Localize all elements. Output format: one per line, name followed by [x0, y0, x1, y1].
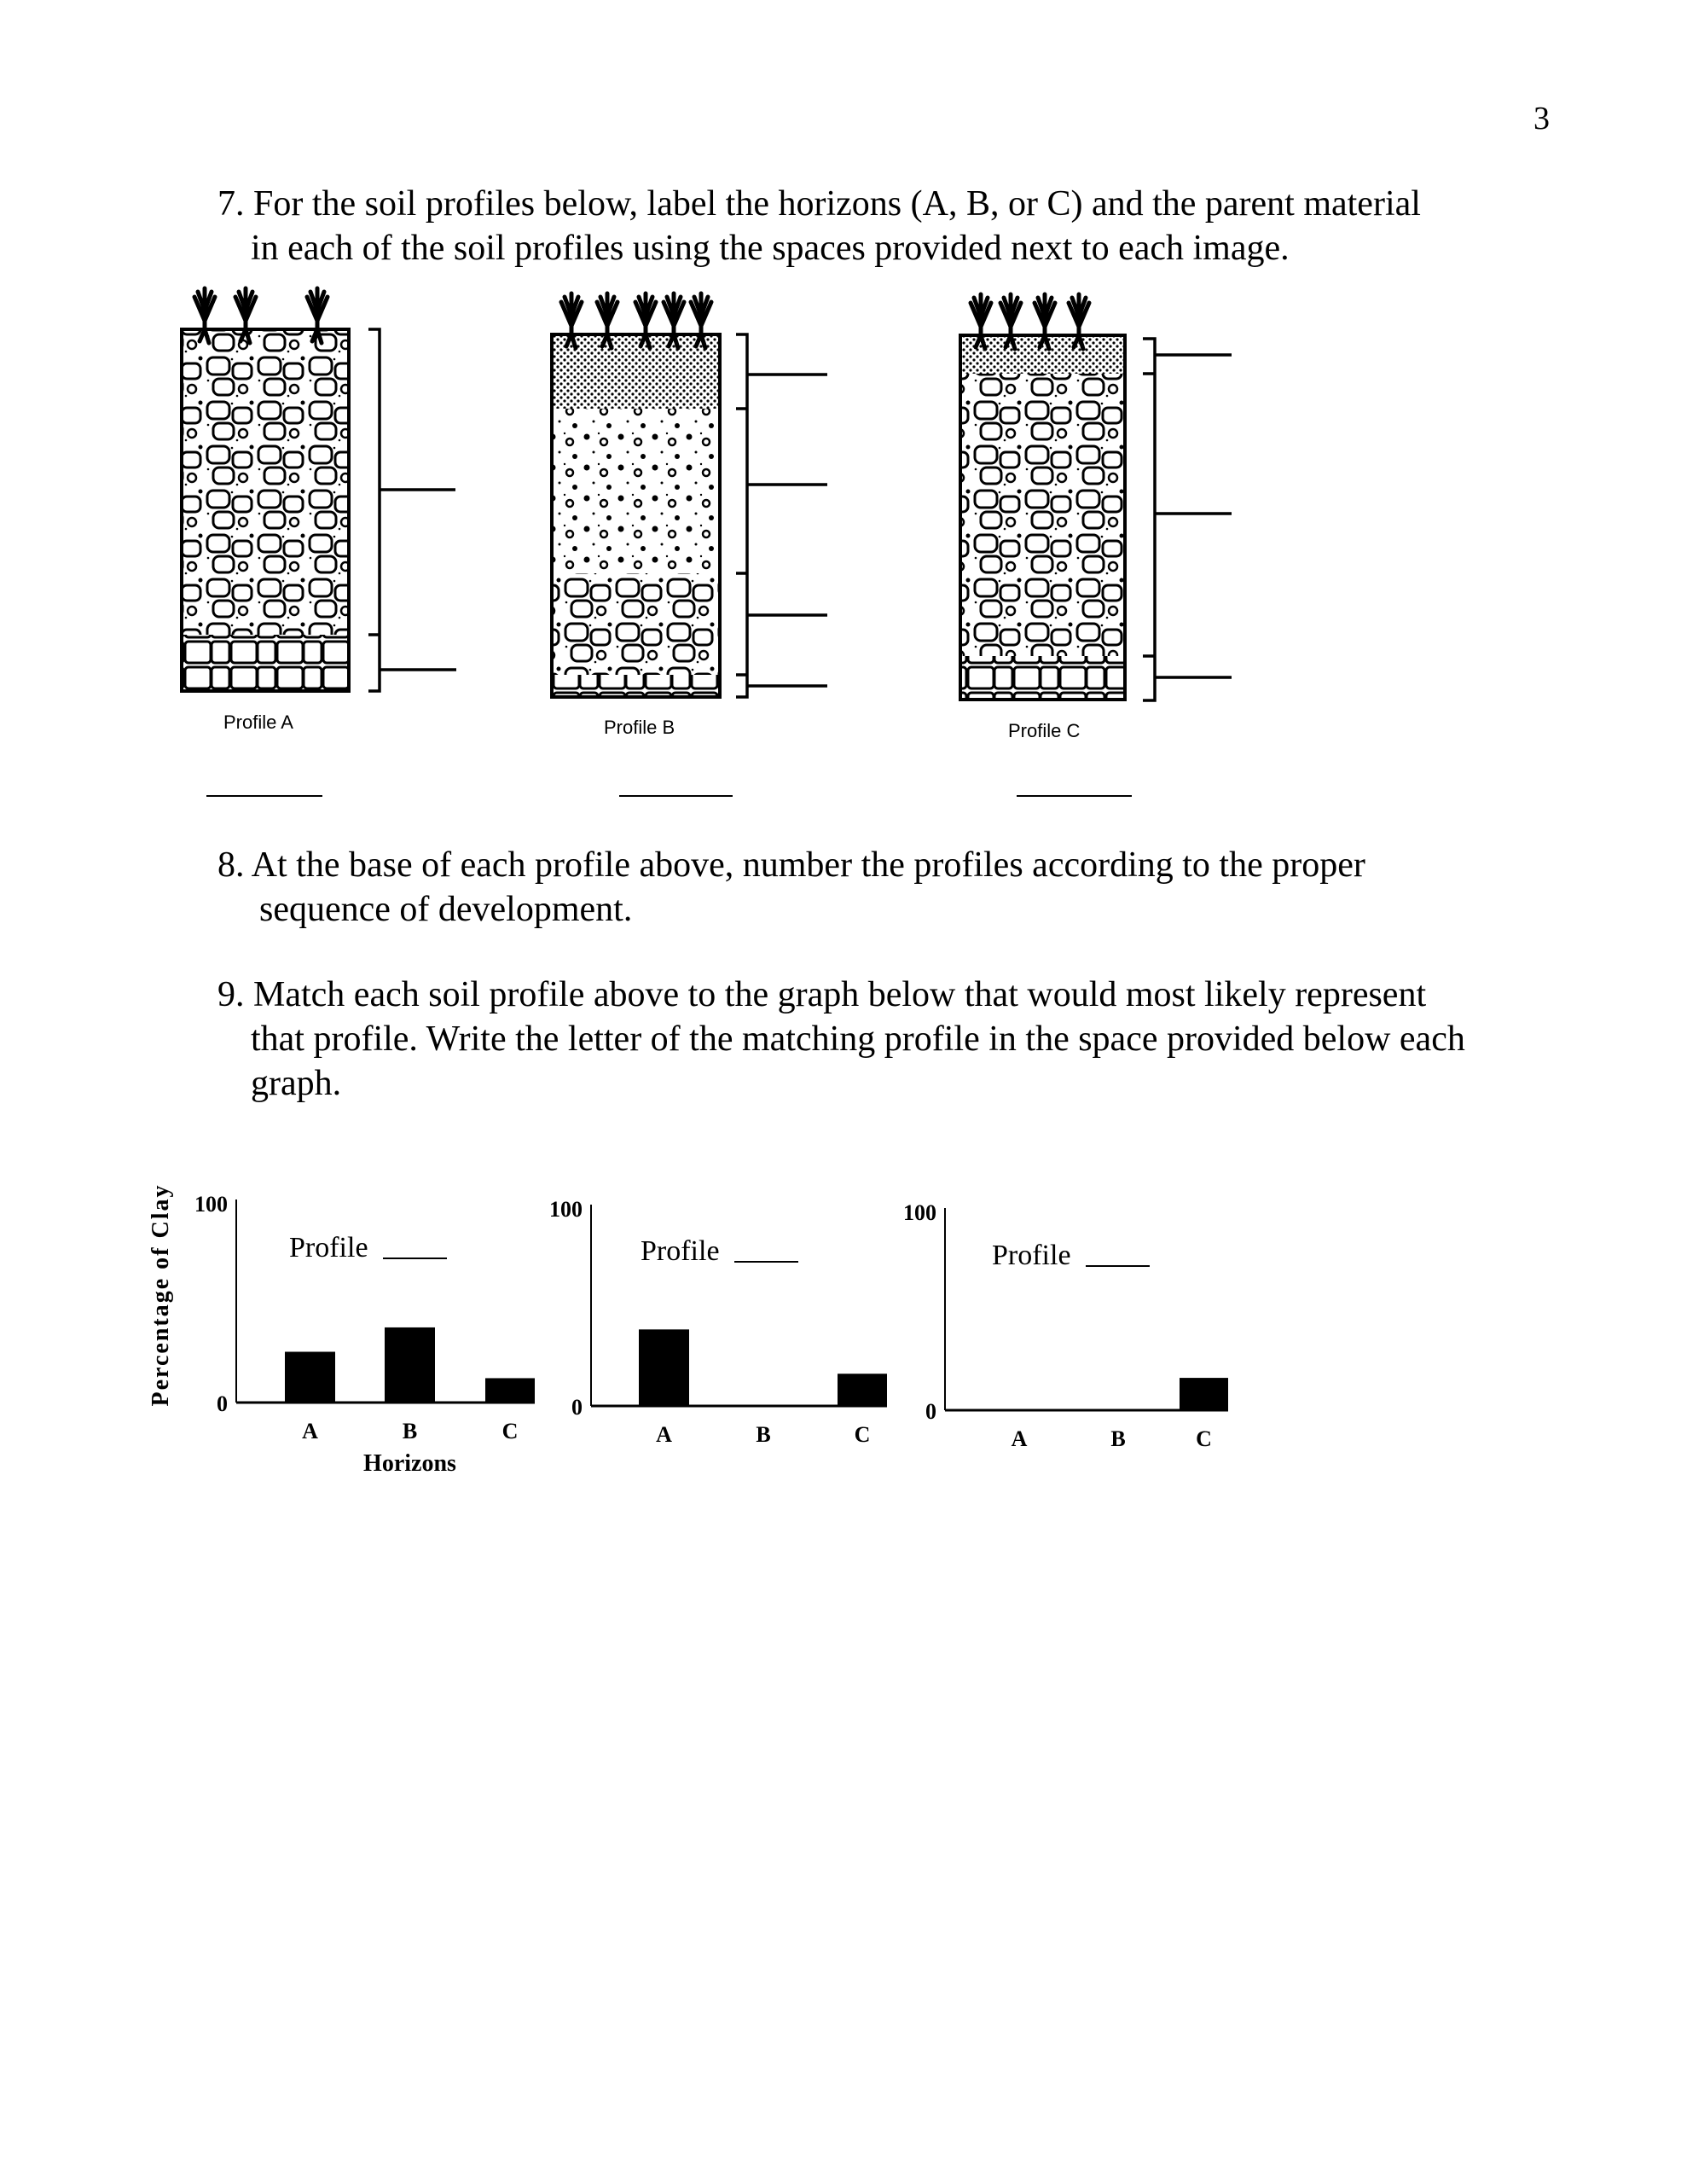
chart-title: Profile	[992, 1240, 1071, 1271]
y-tick-label: 100	[194, 1192, 228, 1217]
question-8-line-2: sequence of development.	[259, 890, 633, 929]
bar-c	[838, 1374, 887, 1406]
x-tick-label: C	[855, 1422, 871, 1447]
profile-c-label: Profile C	[1008, 720, 1081, 741]
question-9-line-1: 9. Match each soil profile above to the …	[217, 975, 1427, 1014]
page-number: 3	[1533, 101, 1550, 136]
x-tick-label: A	[302, 1419, 318, 1443]
x-tick-label: B	[756, 1422, 770, 1447]
bar-c	[1180, 1378, 1228, 1410]
bar-b	[385, 1327, 435, 1403]
y-tick-label: 0	[571, 1395, 583, 1420]
x-tick-label: C	[1196, 1426, 1212, 1451]
x-tick-label: B	[403, 1419, 417, 1443]
y-tick-label: 0	[217, 1391, 228, 1416]
profile-b-drawing	[550, 293, 827, 699]
x-tick-label: B	[1110, 1426, 1125, 1451]
question-8-line-1: 8. At the base of each profile above, nu…	[217, 845, 1365, 885]
chart-title: Profile	[641, 1235, 720, 1267]
x-tick-label: A	[1012, 1426, 1028, 1451]
question-7-line-1: 7. For the soil profiles below, label th…	[217, 184, 1421, 224]
x-axis-label: Horizons	[363, 1450, 456, 1477]
y-axis-label: Percentage of Clay	[148, 1184, 174, 1407]
profile-a-sequence-blank[interactable]	[206, 795, 322, 797]
y-tick-label: 0	[925, 1399, 936, 1424]
profile-a-label: Profile A	[223, 712, 293, 733]
bar-a	[285, 1351, 335, 1403]
x-tick-label: A	[656, 1422, 672, 1447]
profile-b-label: Profile B	[604, 717, 675, 738]
y-tick-label: 100	[903, 1200, 936, 1225]
y-tick-label: 100	[549, 1197, 583, 1222]
profile-b-sequence-blank[interactable]	[619, 795, 733, 797]
profile-c-sequence-blank[interactable]	[1017, 795, 1132, 797]
question-7-line-2: in each of the soil profiles using the s…	[251, 229, 1290, 268]
question-9-line-2: that profile. Write the letter of the ma…	[251, 1019, 1465, 1059]
bar-a	[639, 1329, 689, 1406]
x-tick-label: C	[502, 1419, 519, 1443]
bar-c	[485, 1378, 535, 1403]
profile-a-drawing	[180, 288, 456, 693]
question-9-line-3: graph.	[251, 1064, 342, 1103]
profile-c-drawing	[959, 294, 1232, 702]
chart-title: Profile	[289, 1232, 368, 1263]
